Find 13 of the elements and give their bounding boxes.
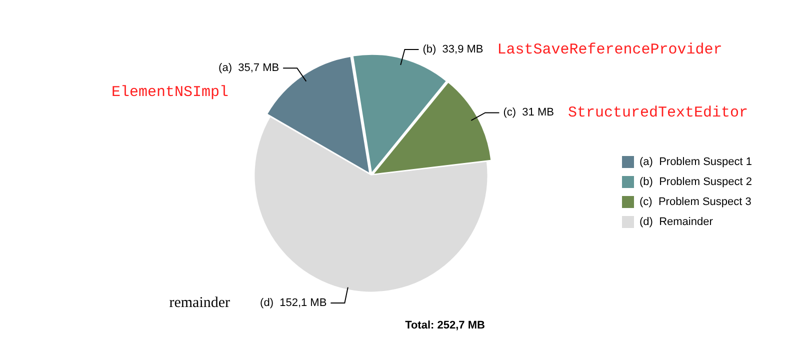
data-label: (b) 33,9 MB [422, 44, 484, 56]
data-label: (c) 31 MB [503, 106, 554, 119]
legend-label: (b) Problem Suspect 2 [640, 176, 752, 188]
data-label: (d) 152,1 MB [260, 297, 327, 310]
legend-label: (c) Problem Suspect 3 [640, 196, 752, 208]
text: Total: 252,7 MB [405, 319, 485, 332]
text: remainder [169, 294, 230, 311]
data-label: (a) 35,7 MB [218, 62, 280, 74]
legend-label: (a) Problem Suspect 1 [640, 156, 752, 168]
text: LastSaveReferenceProvider [497, 42, 722, 59]
text: ElementNSImpl [112, 84, 229, 102]
text: StructuredTextEditor [568, 104, 748, 122]
legend-label: (d) Remainder [640, 216, 714, 228]
